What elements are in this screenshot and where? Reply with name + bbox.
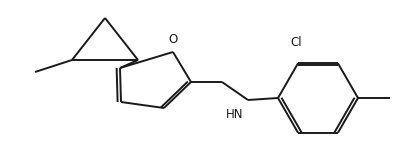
Text: HN: HN (226, 108, 244, 121)
Text: Cl: Cl (290, 36, 302, 49)
Text: O: O (168, 33, 177, 46)
